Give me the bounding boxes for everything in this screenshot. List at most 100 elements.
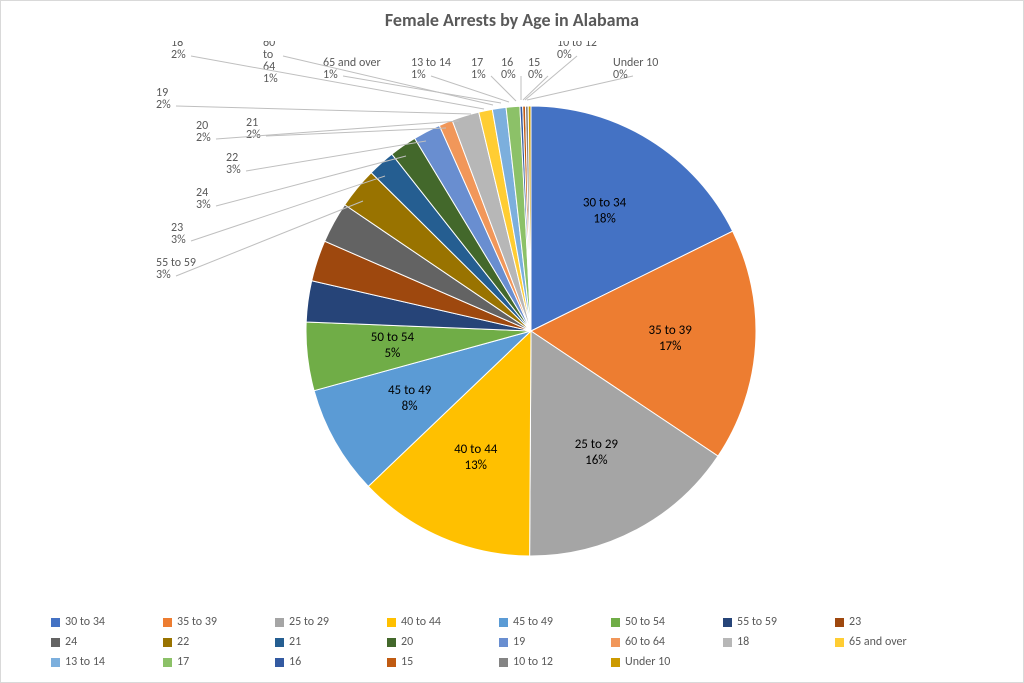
legend-label: 19 [513, 635, 525, 649]
legend-item: 50 to 54 [611, 612, 723, 632]
slice-pct: 13% [464, 458, 486, 473]
callout-pct: 2% [171, 48, 186, 62]
callout-pct: 3% [171, 233, 186, 247]
legend-swatch [499, 618, 508, 627]
legend-item: 23 [835, 612, 947, 632]
legend-swatch [51, 638, 60, 647]
legend-swatch [275, 638, 284, 647]
legend-item: 15 [387, 652, 499, 672]
slice-pct: 5% [384, 346, 400, 361]
slice-pct: 16% [585, 453, 607, 468]
callout-pct: 3% [226, 163, 241, 177]
legend-label: 50 to 54 [625, 615, 665, 629]
callout-pct: 1% [263, 72, 278, 86]
legend-label: 25 to 29 [289, 615, 329, 629]
slice-pct: 18% [593, 211, 615, 226]
legend-swatch [51, 658, 60, 667]
callout-pct: 0% [501, 68, 516, 82]
legend-label: 65 and over [849, 635, 907, 649]
legend-item: 13 to 14 [51, 652, 163, 672]
callout-pct: 0% [613, 68, 628, 82]
legend-item: 40 to 44 [387, 612, 499, 632]
legend-item: 21 [275, 632, 387, 652]
legend-swatch [51, 618, 60, 627]
legend-label: 23 [849, 615, 861, 629]
legend-label: 13 to 14 [65, 655, 105, 669]
legend-label: 30 to 34 [65, 615, 105, 629]
legend-label: 60 to 64 [625, 635, 665, 649]
callout-pct: 1% [471, 68, 486, 82]
legend-swatch [387, 638, 396, 647]
legend-label: 35 to 39 [177, 615, 217, 629]
legend-item: 25 to 29 [275, 612, 387, 632]
callout-pct: 2% [196, 131, 211, 145]
callout-pct: 1% [411, 68, 426, 82]
legend-item: 19 [499, 632, 611, 652]
legend-item: 65 and over [835, 632, 947, 652]
legend-label: 20 [401, 635, 413, 649]
legend-label: 21 [289, 635, 301, 649]
slice-label: 45 to 49 [388, 383, 432, 398]
legend-label: 15 [401, 655, 413, 669]
legend-item: 60 to 64 [611, 632, 723, 652]
legend-label: 10 to 12 [513, 655, 553, 669]
pie-chart: Female Arrests by Age in Alabama 30 to 3… [0, 0, 1024, 683]
legend-item: 20 [387, 632, 499, 652]
callout-pct: 2% [156, 98, 171, 112]
legend-swatch [835, 618, 844, 627]
slice-pct: 17% [659, 339, 681, 354]
leader-line [176, 106, 471, 114]
legend-swatch [835, 638, 844, 647]
legend-item: 10 to 12 [499, 652, 611, 672]
legend-swatch [723, 618, 732, 627]
legend-swatch [275, 618, 284, 627]
legend-label: Under 10 [625, 655, 670, 669]
legend-item: 30 to 34 [51, 612, 163, 632]
legend-swatch [499, 658, 508, 667]
legend-item: 18 [723, 632, 835, 652]
legend-label: 40 to 44 [401, 615, 441, 629]
legend-swatch [163, 638, 172, 647]
slice-label: 25 to 29 [575, 437, 619, 452]
legend-label: 16 [289, 655, 301, 669]
legend-item: 55 to 59 [723, 612, 835, 632]
legend-item: 22 [163, 632, 275, 652]
legend-swatch [611, 618, 620, 627]
callout-pct: 2% [246, 128, 261, 142]
legend-swatch [723, 638, 732, 647]
pie-area: 30 to 3418% 35 to 3917% 25 to 2916% 40 to 4… [1, 41, 1024, 571]
slice-label: 40 to 44 [454, 442, 498, 457]
legend-swatch [387, 618, 396, 627]
legend-swatch [499, 638, 508, 647]
legend-swatch [163, 658, 172, 667]
slice-label: 30 to 34 [583, 195, 627, 210]
legend-item: Under 10 [611, 652, 723, 672]
legend-label: 55 to 59 [737, 615, 777, 629]
callout-pct: 0% [557, 48, 572, 62]
legend-item: 24 [51, 632, 163, 652]
callout-pct: 0% [528, 68, 543, 82]
leader-line [283, 56, 493, 105]
legend-label: 22 [177, 635, 189, 649]
legend-label: 24 [65, 635, 77, 649]
legend-swatch [387, 658, 396, 667]
legend-label: 17 [177, 655, 189, 669]
legend-item: 16 [275, 652, 387, 672]
legend-item: 45 to 49 [499, 612, 611, 632]
legend-swatch [163, 618, 172, 627]
callout-pct: 3% [156, 268, 171, 282]
leader-line [266, 128, 446, 136]
legend-item: 35 to 39 [163, 612, 275, 632]
slice-pct: 8% [402, 399, 418, 414]
legend-label: 45 to 49 [513, 615, 553, 629]
legend-label: 18 [737, 635, 749, 649]
callout-pct: 3% [196, 198, 211, 212]
legend-swatch [275, 658, 284, 667]
slice-label: 35 to 39 [649, 323, 693, 338]
legend: 30 to 34 35 to 39 25 to 29 40 to 44 45 to 49… [51, 612, 973, 672]
chart-title: Female Arrests by Age in Alabama [1, 9, 1023, 31]
legend-swatch [611, 638, 620, 647]
legend-swatch [611, 658, 620, 667]
slice-label: 50 to 54 [371, 330, 415, 345]
legend-item: 17 [163, 652, 275, 672]
